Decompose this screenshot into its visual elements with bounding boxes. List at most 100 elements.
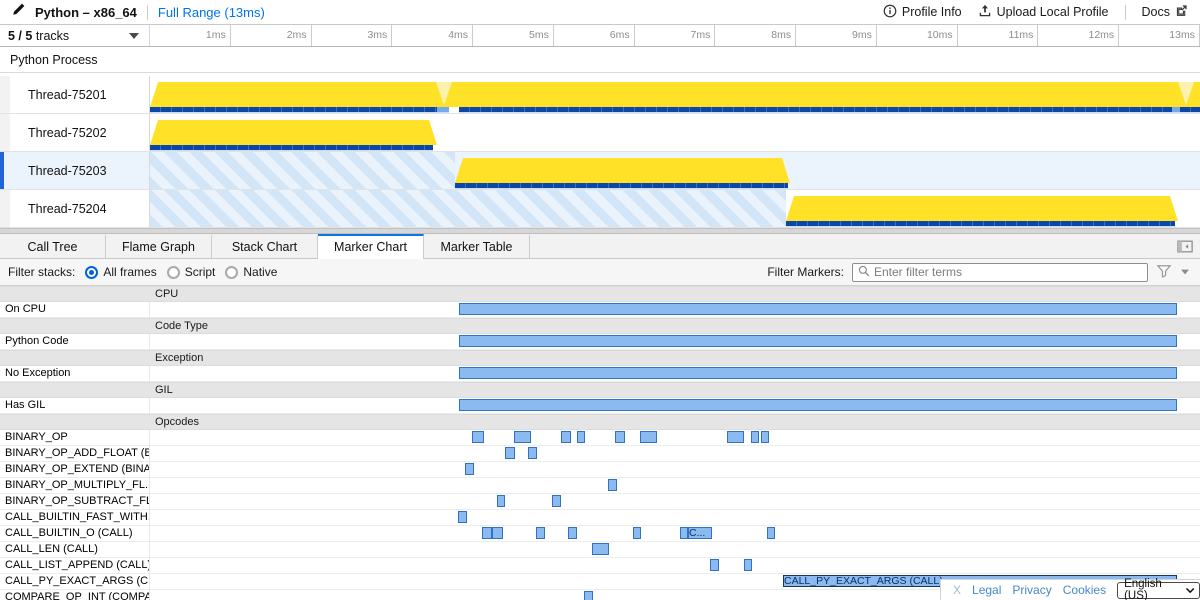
marker-row-label: No Exception xyxy=(0,366,150,382)
track-grip[interactable] xyxy=(0,114,10,151)
marker-row-label: COMPARE_OP_INT (COMPA... xyxy=(0,590,150,600)
marker-bar[interactable] xyxy=(528,447,537,459)
marker-bar[interactable] xyxy=(633,527,641,539)
idle-stripes-segment xyxy=(150,190,786,227)
ruler-tick-label: 9ms xyxy=(796,25,877,46)
marker-bar[interactable] xyxy=(680,527,688,539)
sidebar-toggle-button[interactable] xyxy=(1170,234,1200,258)
marker-bar[interactable] xyxy=(568,527,577,539)
marker-filter-group: Filter Markers: xyxy=(767,262,1200,282)
ruler-tick-label: 13ms xyxy=(1119,25,1200,46)
chevron-down-icon xyxy=(129,32,139,39)
external-link-icon xyxy=(1175,4,1188,20)
marker-bar[interactable] xyxy=(536,527,545,539)
marker-bar[interactable] xyxy=(465,463,474,475)
timeline-ruler-row: 5 / 5 tracks 1ms 2ms 3ms 4ms 5ms 6ms 7ms 8ms 9ms… xyxy=(0,25,1200,47)
profile-info-button[interactable]: Profile Info xyxy=(883,4,962,21)
marker-bar[interactable] xyxy=(459,399,1177,411)
marker-bar[interactable] xyxy=(459,303,1177,315)
marker-bar[interactable] xyxy=(482,527,492,539)
marker-bar[interactable] xyxy=(608,479,617,491)
marker-row: Has GIL xyxy=(0,398,1200,414)
marker-row: CALL_BUILTIN_FAST_WITH... xyxy=(0,510,1200,526)
tab-marker-chart[interactable]: Marker Chart xyxy=(318,234,424,259)
divider xyxy=(1124,4,1126,20)
marker-bar[interactable] xyxy=(492,527,503,539)
profile-title: Python – x86_64 xyxy=(35,4,137,20)
marker-bar[interactable] xyxy=(744,559,752,571)
track-grip[interactable] xyxy=(0,190,10,227)
radio-button xyxy=(225,265,239,279)
privacy-link[interactable]: Privacy xyxy=(1012,583,1052,597)
track-row-thread-75204[interactable]: Thread-75204 xyxy=(0,190,1200,228)
track-grip[interactable] xyxy=(0,152,4,189)
marker-bar[interactable] xyxy=(459,367,1177,379)
marker-bar[interactable] xyxy=(505,447,515,459)
marker-row: CALL_LEN (CALL) xyxy=(0,542,1200,558)
funnel-filter-icon[interactable] xyxy=(1156,264,1172,281)
filter-dropdown-caret[interactable] xyxy=(1181,269,1189,275)
marker-bar[interactable] xyxy=(761,431,769,443)
marker-bar[interactable] xyxy=(458,511,467,523)
docs-link[interactable]: Docs xyxy=(1142,4,1188,20)
panel-splitter[interactable] xyxy=(0,228,1200,234)
marker-bar[interactable] xyxy=(472,431,484,443)
track-row-thread-75201[interactable]: Thread-75201 xyxy=(0,76,1200,114)
stack-filter-option-all-frames[interactable]: All frames xyxy=(85,265,157,279)
ruler-tick-label: 11ms xyxy=(958,25,1039,46)
marker-category-header: Opcodes xyxy=(0,414,1200,430)
marker-bar[interactable] xyxy=(640,431,657,443)
marker-row: BINARY_OP_ADD_FLOAT (B... xyxy=(0,446,1200,462)
track-row-thread-75202[interactable]: Thread-75202 xyxy=(0,114,1200,152)
ruler-tick-label: 4ms xyxy=(392,25,474,46)
marker-category-header: Code Type xyxy=(0,318,1200,334)
marker-bar[interactable] xyxy=(615,431,625,443)
footer-dismiss-button[interactable]: X xyxy=(953,583,962,597)
tab-stack-chart[interactable]: Stack Chart xyxy=(212,234,318,258)
track-activity-graph xyxy=(150,76,1200,113)
language-select[interactable]: English (US) xyxy=(1117,578,1200,600)
ruler-tick-label: 7ms xyxy=(635,25,716,46)
marker-bar[interactable] xyxy=(561,431,571,443)
marker-filter-input[interactable] xyxy=(874,265,1142,279)
search-icon xyxy=(858,265,870,280)
panel-tabbar: Call Tree Flame Graph Stack Chart Marker Ch… xyxy=(0,234,1200,259)
marker-bar[interactable] xyxy=(577,431,585,443)
upload-local-profile-button[interactable]: Upload Local Profile xyxy=(978,4,1109,21)
full-range-button[interactable]: Full Range (13ms) xyxy=(157,4,265,20)
edit-pencil-icon[interactable] xyxy=(12,3,25,21)
marker-row: BINARY_OP xyxy=(0,430,1200,446)
marker-bar[interactable] xyxy=(727,431,744,443)
legal-link[interactable]: Legal xyxy=(972,583,1002,597)
marker-bar[interactable] xyxy=(767,527,775,539)
marker-bar[interactable]: C... xyxy=(688,527,712,539)
marker-bar[interactable] xyxy=(592,543,609,555)
ruler-tick-label: 3ms xyxy=(312,25,393,46)
track-row-thread-75203[interactable]: Thread-75203 xyxy=(0,152,1200,190)
marker-bar[interactable] xyxy=(751,431,759,443)
marker-category-label: Exception xyxy=(155,352,204,364)
process-track-header[interactable]: Python Process xyxy=(0,47,1200,73)
tab-flame-graph[interactable]: Flame Graph xyxy=(106,234,212,258)
marker-bar[interactable] xyxy=(710,559,719,571)
marker-row-label: CALL_LIST_APPEND (CALL) xyxy=(0,558,150,574)
cookies-link[interactable]: Cookies xyxy=(1062,583,1107,597)
marker-row: BINARY_OP_SUBTRACT_FL... xyxy=(0,494,1200,510)
marker-bar[interactable] xyxy=(514,431,531,443)
samples-strip xyxy=(437,107,449,113)
tab-marker-table[interactable]: Marker Table xyxy=(424,234,530,258)
track-grip[interactable] xyxy=(0,76,10,113)
track-label: Thread-75204 xyxy=(10,190,150,227)
tab-call-tree[interactable]: Call Tree xyxy=(0,234,106,258)
tracks-visibility-dropdown[interactable]: 5 / 5 tracks xyxy=(0,25,150,46)
track-label: Thread-75201 xyxy=(10,76,150,113)
marker-bar[interactable] xyxy=(459,335,1177,347)
marker-bar[interactable] xyxy=(497,495,505,507)
marker-bar[interactable] xyxy=(584,591,593,600)
filter-bar: Filter stacks: All frames Script Native Fi… xyxy=(0,259,1200,286)
tracks-count: 5 / 5 xyxy=(8,28,33,43)
tab-spacer xyxy=(530,234,1170,258)
stack-filter-option-native[interactable]: Native xyxy=(225,265,277,279)
stack-filter-option-script[interactable]: Script xyxy=(166,265,215,279)
marker-bar[interactable] xyxy=(552,495,561,507)
